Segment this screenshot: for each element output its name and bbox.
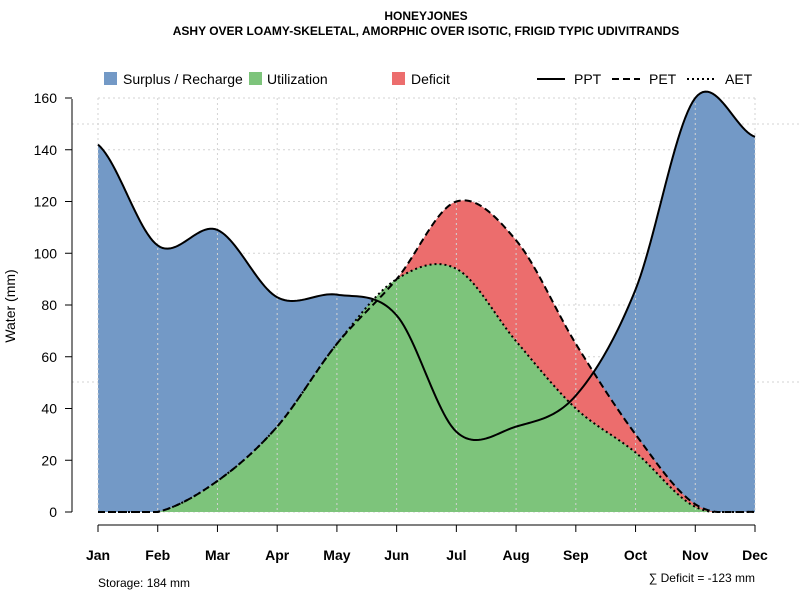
legend-label-ppt: PPT (574, 71, 602, 87)
x-tick-label: Feb (145, 547, 170, 563)
chart-subtitle: ASHY OVER LOAMY-SKELETAL, AMORPHIC OVER … (173, 24, 679, 38)
deficit-annotation: ∑ Deficit = -123 mm (649, 571, 755, 585)
x-tick-label: Sep (563, 547, 589, 563)
x-tick-label: Jun (384, 547, 409, 563)
x-ticks: Jan Feb Mar Apr May Jun Jul Aug Sep Oct Nov Dec (86, 525, 768, 563)
area-utilization (98, 264, 755, 512)
area-layer (98, 91, 755, 512)
x-tick-label: Dec (742, 547, 768, 563)
y-tick-label: 140 (34, 142, 58, 158)
x-tick-label: Oct (624, 547, 648, 563)
legend-label-surplus: Surplus / Recharge (123, 71, 243, 87)
x-tick-label: Aug (502, 547, 529, 563)
y-tick-label: 40 (41, 401, 57, 417)
series-line-ppt (97, 90, 756, 442)
y-ticks: 0 20 40 60 80 100 120 140 160 (34, 90, 72, 520)
vertical-grid (97, 98, 756, 512)
y-tick-label: 80 (41, 297, 57, 313)
y-tick-label: 160 (34, 90, 58, 106)
legend-label-utilization: Utilization (267, 71, 328, 87)
series-line-aet (98, 263, 756, 513)
y-tick-label: 60 (41, 349, 57, 365)
legend: Surplus / Recharge Utilization Deficit P… (104, 71, 753, 87)
legend-label-deficit: Deficit (411, 71, 450, 87)
storage-annotation: Storage: 184 mm (98, 576, 190, 590)
x-tick-label: Jul (446, 547, 466, 563)
legend-swatch-deficit (392, 72, 405, 85)
legend-swatch-surplus (104, 72, 117, 85)
x-tick-label: May (323, 547, 350, 563)
y-axis-label: Water (mm) (2, 269, 18, 342)
legend-swatch-utilization (249, 72, 262, 85)
y-tick-label: 0 (49, 504, 57, 520)
x-tick-label: Nov (682, 547, 709, 563)
y-tick-label: 100 (34, 245, 58, 261)
legend-label-aet: AET (725, 71, 753, 87)
legend-label-pet: PET (649, 71, 677, 87)
y-tick-label: 20 (41, 452, 57, 468)
area-utilization-base (98, 299, 755, 512)
x-tick-label: Mar (205, 547, 230, 563)
line-layer (97, 90, 756, 513)
x-tick-label: Apr (265, 547, 290, 563)
chart-title: HONEYJONES (384, 9, 467, 23)
x-tick-label: Jan (86, 547, 110, 563)
y-tick-label: 120 (34, 194, 58, 210)
